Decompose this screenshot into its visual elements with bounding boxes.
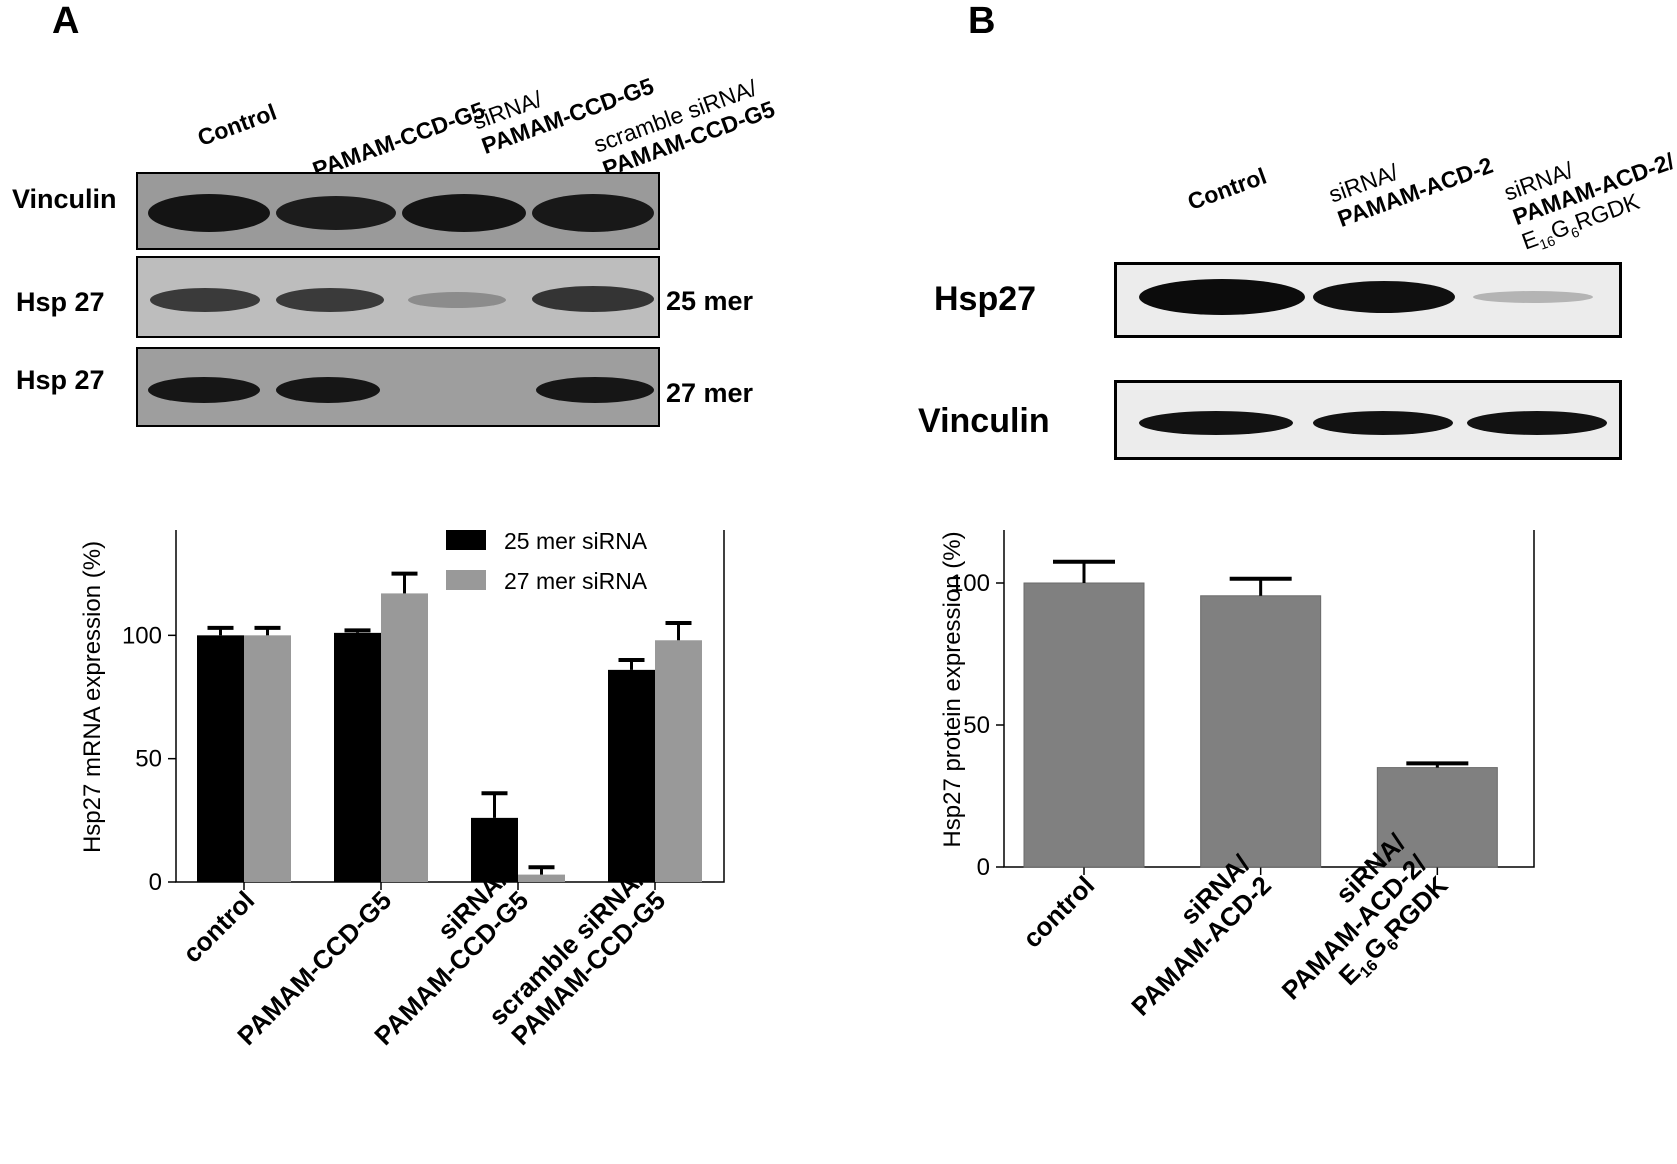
chart-a-mrna: 050100150Hsp27 mRNA expression (%)contro… (79, 530, 725, 1051)
y-tick-label: 100 (950, 570, 990, 597)
blot-hsp27-b (1114, 262, 1622, 338)
band (1473, 291, 1593, 303)
y-tick-label: 0 (977, 854, 990, 881)
y-tick-label: 50 (963, 712, 990, 739)
panel-a-label: A (52, 0, 80, 42)
x-category-label: control (1017, 870, 1101, 954)
band (148, 377, 260, 403)
y-axis-label: Hsp27 mRNA expression (%) (79, 541, 106, 853)
x-category-label: siRNA/PAMAM-ACD-2 (1125, 849, 1277, 1022)
y-axis-label: Hsp27 protein expression (%) (939, 531, 966, 847)
row-label-hsp27-25mer: Hsp 27 (16, 287, 105, 317)
lane-label-b-rgdk: siRNA/ PAMAM-ACD-2/ E16G6RGDK (1500, 123, 1677, 262)
x-category-label-line: control (1017, 870, 1101, 954)
lane-label-pamam: PAMAM-CCD-G5 (309, 97, 488, 183)
label-25-mer: 25 mer (666, 286, 754, 316)
bar (471, 817, 518, 882)
bar (1200, 595, 1322, 868)
row-label-hsp27-b: Hsp27 (934, 280, 1037, 318)
label-27-mer: 27 mer (666, 378, 754, 408)
bar (1023, 582, 1145, 868)
panel-b-label: B (968, 0, 996, 42)
lane-label-text: Control (194, 98, 280, 151)
plot-frame (175, 530, 725, 883)
row-label-hsp27-27mer: Hsp 27 (16, 365, 105, 395)
band (150, 288, 260, 312)
lane-label-control: Control (194, 99, 280, 151)
band (408, 292, 506, 308)
y-tick-label: 0 (149, 869, 162, 896)
blot-vinculin-b (1114, 380, 1622, 460)
row-label-vinculin-b: Vinculin (918, 402, 1050, 440)
bar (655, 640, 702, 882)
bar (334, 632, 381, 882)
legend-swatch (446, 530, 486, 550)
band (1467, 411, 1607, 435)
legend-label: 25 mer siRNA (504, 530, 648, 554)
bar (197, 635, 244, 882)
bar (518, 874, 565, 882)
band (1139, 411, 1293, 435)
band (276, 288, 384, 312)
band (276, 196, 396, 230)
lane-label-text: Control (1184, 162, 1270, 215)
band (1313, 411, 1453, 435)
y-tick-label: 50 (135, 746, 162, 773)
bar (244, 635, 291, 882)
lane-label-b-control: Control (1184, 163, 1270, 215)
band (276, 377, 380, 403)
row-label-vinculin: Vinculin (12, 184, 117, 214)
legend-swatch (446, 570, 486, 590)
x-category-label: control (177, 885, 261, 969)
bar (1376, 767, 1498, 868)
band (1139, 279, 1305, 315)
band (148, 194, 270, 232)
x-category-label-line: control (177, 885, 261, 969)
lane-label-b-acd2: siRNA/ PAMAM-ACD-2 (1325, 127, 1496, 232)
bar (608, 669, 655, 882)
legend-label: 27 mer siRNA (504, 568, 648, 594)
lane-label-text: PAMAM-CCD-G5 (309, 96, 489, 183)
blot-hsp27-27mer (136, 347, 660, 427)
blot-hsp27-25mer (136, 256, 660, 338)
band (402, 194, 526, 232)
y-tick-label: 100 (122, 622, 162, 649)
band (536, 377, 654, 403)
blot-vinculin-a (136, 172, 660, 250)
bar (381, 593, 428, 882)
band (532, 286, 654, 312)
band (1313, 281, 1455, 313)
band (532, 194, 654, 232)
